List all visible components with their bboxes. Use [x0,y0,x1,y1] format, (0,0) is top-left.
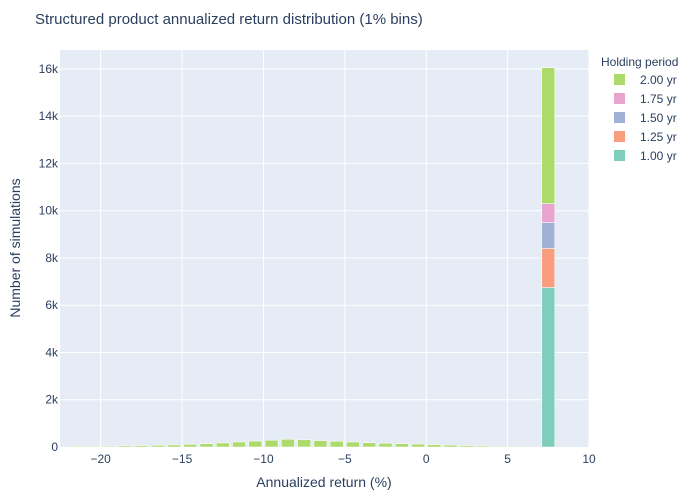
legend-title: Holding period [601,55,678,69]
y-tick-label: 10k [39,204,59,218]
bar-segment [199,443,214,448]
legend-item[interactable]: 1.75 yr [614,92,677,106]
legend-item[interactable]: 1.00 yr [614,149,677,163]
legend-swatch [614,93,625,104]
bar-segment [541,222,556,249]
legend-label: 1.75 yr [640,92,677,106]
x-tick-label: 10 [582,452,596,466]
bar-segment [232,441,246,448]
y-tick-label: 6k [45,298,59,312]
bar-segment [508,446,523,448]
bar-segment [264,439,279,448]
bar-segment [102,445,116,448]
legend-item[interactable]: 1.25 yr [614,130,677,144]
bar-segment [297,439,311,448]
legend-swatch [614,74,625,85]
chart-title: Structured product annualized return dis… [35,11,423,28]
bar-segment [541,67,556,204]
x-axis-title: Annualized return (%) [256,474,391,490]
y-tick-label: 14k [39,109,59,123]
x-tick-label: −5 [338,452,352,466]
legend-item[interactable]: 2.00 yr [614,73,677,87]
y-tick-label: 12k [39,156,59,170]
x-tick-label: −10 [253,452,274,466]
bar-segment [427,444,442,448]
y-axis-title: Number of simulations [7,178,23,317]
bar-segment [346,441,360,448]
bar-segment [492,446,507,448]
bar-segment [395,443,409,448]
legend-label: 1.50 yr [640,111,677,125]
grid-lines [60,50,590,447]
bar-segment [460,445,474,448]
y-tick-label: 16k [39,62,59,76]
x-tick-label: 5 [504,452,511,466]
bar-segment [134,445,149,448]
x-axis-ticks: −20 −15 −10 −5 0 5 10 [91,452,596,466]
legend-swatch [614,150,625,161]
bar-segment [541,287,556,448]
y-tick-label: 2k [45,393,59,407]
plot-background [60,50,589,447]
bar-segment [216,442,230,448]
bar-segment [150,445,165,448]
bar-segment [476,445,490,448]
bar-segment [541,203,556,223]
legend-label: 1.00 yr [640,149,677,163]
bar-segment [362,442,377,448]
bar-segment [69,446,84,448]
legend-item[interactable]: 1.50 yr [614,111,677,125]
legend-swatch [614,131,625,142]
bar-segment [541,248,556,288]
y-tick-label: 8k [45,251,59,265]
bar-segment [281,438,295,448]
bars [69,67,556,448]
bar-segment [443,444,458,448]
legend: Holding period 2.00 yr 1.75 yr 1.50 yr 1.25… [601,55,678,163]
legend-label: 1.25 yr [640,130,677,144]
bar-segment [248,440,263,448]
y-axis-ticks: 0 2k 4k 6k 8k 10k 12k 14k 16k [39,62,59,454]
bar-segment [329,441,344,448]
bar-segment [411,443,425,448]
bar-segment [167,444,181,448]
bar-segment [378,442,393,448]
y-tick-label: 0 [51,440,58,454]
y-tick-label: 4k [45,345,59,359]
bar-segment [313,440,328,448]
legend-items: 2.00 yr 1.75 yr 1.50 yr 1.25 yr 1.00 yr [614,73,677,163]
bar-segment [183,444,197,448]
x-tick-label: 0 [423,452,430,466]
bar-segment [85,445,100,448]
legend-label: 2.00 yr [640,73,677,87]
x-tick-label: −15 [172,452,193,466]
legend-swatch [614,112,625,123]
x-tick-label: −20 [91,452,112,466]
bar-segment [118,445,132,448]
